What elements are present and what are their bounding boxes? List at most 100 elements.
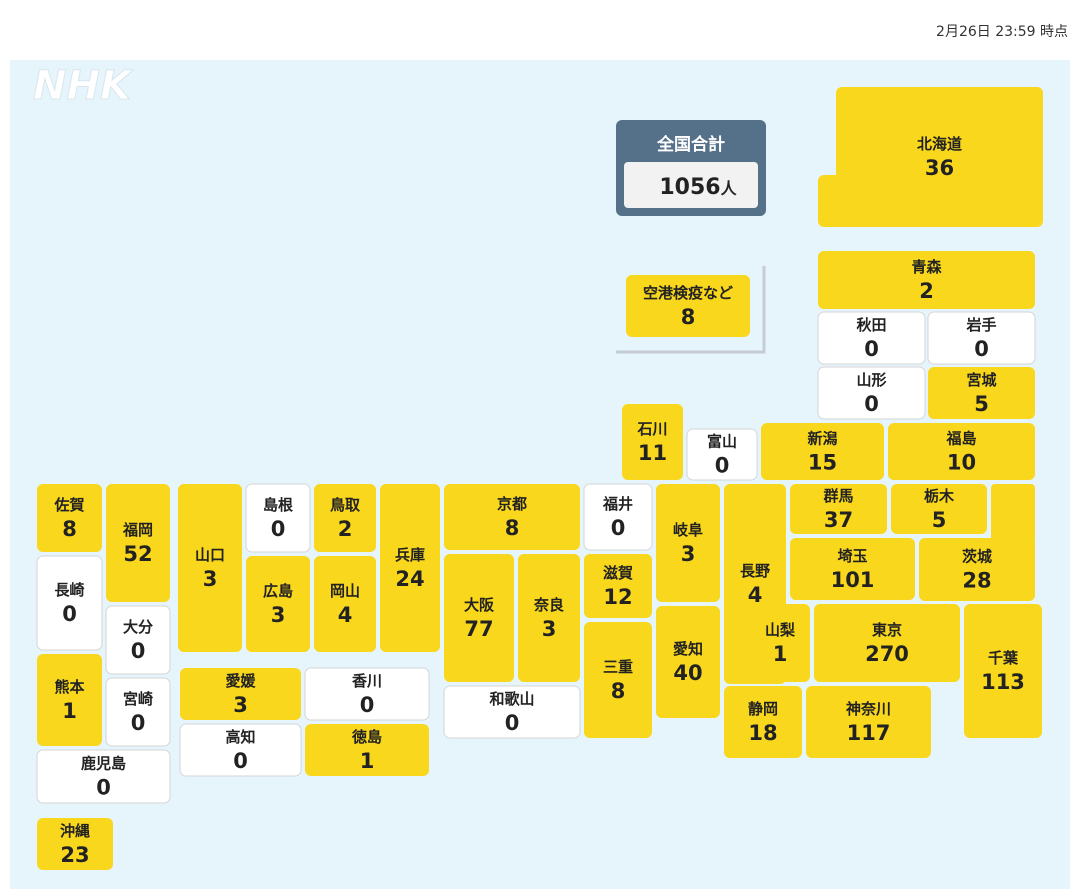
tile-value: 36 [925, 156, 954, 180]
tile-value: 40 [673, 661, 702, 685]
tile [790, 484, 887, 534]
tile-value: 23 [60, 843, 89, 867]
tile-value: 2 [338, 517, 353, 541]
tile [304, 667, 430, 721]
tile-name: 香川 [352, 672, 382, 690]
tile-value: 11 [638, 441, 667, 465]
tile [444, 554, 514, 682]
tile-name: 和歌山 [489, 690, 534, 708]
tile [178, 484, 242, 652]
tile [686, 428, 758, 481]
tile-name: 鹿児島 [81, 755, 126, 773]
tile-value: 0 [611, 516, 626, 540]
timestamp: 2月26日 23:59 時点 [936, 24, 1068, 40]
tile-name: 大阪 [464, 596, 495, 614]
total-label: 全国合計 [656, 134, 725, 155]
tile-value: 8 [681, 305, 696, 329]
tile-value: 117 [847, 721, 891, 745]
tile [106, 484, 170, 602]
tile-name: 山口 [195, 546, 225, 564]
tile [622, 404, 683, 480]
tile-name: 千葉 [988, 649, 1019, 667]
tile-value: 37 [824, 508, 853, 532]
tile-name: 福井 [602, 495, 633, 513]
tile-value: 52 [123, 542, 152, 566]
tile [245, 483, 311, 553]
tile [305, 724, 429, 776]
tile-value: 2 [919, 279, 934, 303]
tile-name: 東京 [872, 621, 902, 639]
tile-value: 1 [62, 699, 77, 723]
tile [790, 538, 915, 600]
tile-value: 113 [981, 670, 1025, 694]
tile [817, 311, 926, 365]
tile-name: 京都 [497, 495, 527, 513]
tile-name: 富山 [707, 433, 737, 451]
tile-value: 4 [748, 583, 763, 607]
tile [761, 423, 884, 480]
tile-name: 福島 [945, 430, 976, 448]
tile-value: 0 [62, 602, 77, 626]
tile-value: 3 [681, 542, 696, 566]
tile-value: 24 [395, 567, 424, 591]
tile-name: 埼玉 [837, 547, 867, 565]
tile [36, 749, 171, 804]
tile-name: 熊本 [54, 678, 84, 696]
tile-name: 山形 [856, 371, 886, 389]
tile-part [991, 484, 1035, 544]
tile-value: 1 [773, 642, 788, 666]
tile [818, 251, 1035, 309]
tile-value: 270 [865, 642, 909, 666]
tile [919, 538, 1035, 601]
tile-value: 8 [611, 679, 626, 703]
tile-value: 0 [974, 337, 989, 361]
tile-value: 15 [808, 451, 837, 475]
tile [443, 685, 581, 739]
tile-name: 山梨 [765, 621, 795, 639]
tile-value: 0 [360, 693, 375, 717]
logo: NHK [33, 63, 134, 109]
tile-name: 青森 [911, 258, 942, 276]
tile-value: 0 [505, 711, 520, 735]
tile [380, 484, 440, 652]
tile-name: 長崎 [54, 581, 84, 599]
tile [246, 556, 310, 652]
tile-value: 0 [715, 454, 730, 478]
tile-name: 岐阜 [673, 521, 703, 539]
tile [724, 686, 802, 758]
tile-value: 8 [505, 516, 520, 540]
tile [36, 555, 103, 651]
tile-name: 北海道 [917, 135, 962, 153]
tile [927, 311, 1036, 365]
tile-name: 静岡 [748, 700, 778, 718]
tile [105, 677, 171, 747]
tile-value: 3 [233, 693, 248, 717]
tile-name: 愛媛 [225, 672, 256, 690]
tile-name: 茨城 [962, 548, 992, 566]
tile-value: 12 [603, 585, 632, 609]
tile-value: 0 [131, 711, 146, 735]
tile [518, 554, 580, 682]
tile-name: 宮崎 [123, 690, 153, 708]
tile [891, 484, 987, 534]
tile [444, 484, 580, 550]
tile-value: 10 [947, 451, 976, 475]
tile-value: 8 [62, 517, 77, 541]
tile-value: 77 [464, 617, 493, 641]
tile-name: 長野 [740, 562, 770, 580]
tile-name: 新潟 [807, 430, 837, 448]
tile-value: 0 [233, 749, 248, 773]
tile-name: 秋田 [856, 316, 886, 334]
tile-name: 栃木 [924, 487, 955, 505]
tile [836, 87, 1043, 227]
tile-name: 空港検疫など [643, 284, 733, 302]
tile-value: 18 [748, 721, 777, 745]
tile-name: 大分 [123, 618, 153, 636]
tile [584, 554, 652, 618]
tile [314, 484, 376, 552]
tile [888, 423, 1035, 480]
tile-name: 高知 [225, 728, 255, 746]
tile [179, 723, 302, 777]
